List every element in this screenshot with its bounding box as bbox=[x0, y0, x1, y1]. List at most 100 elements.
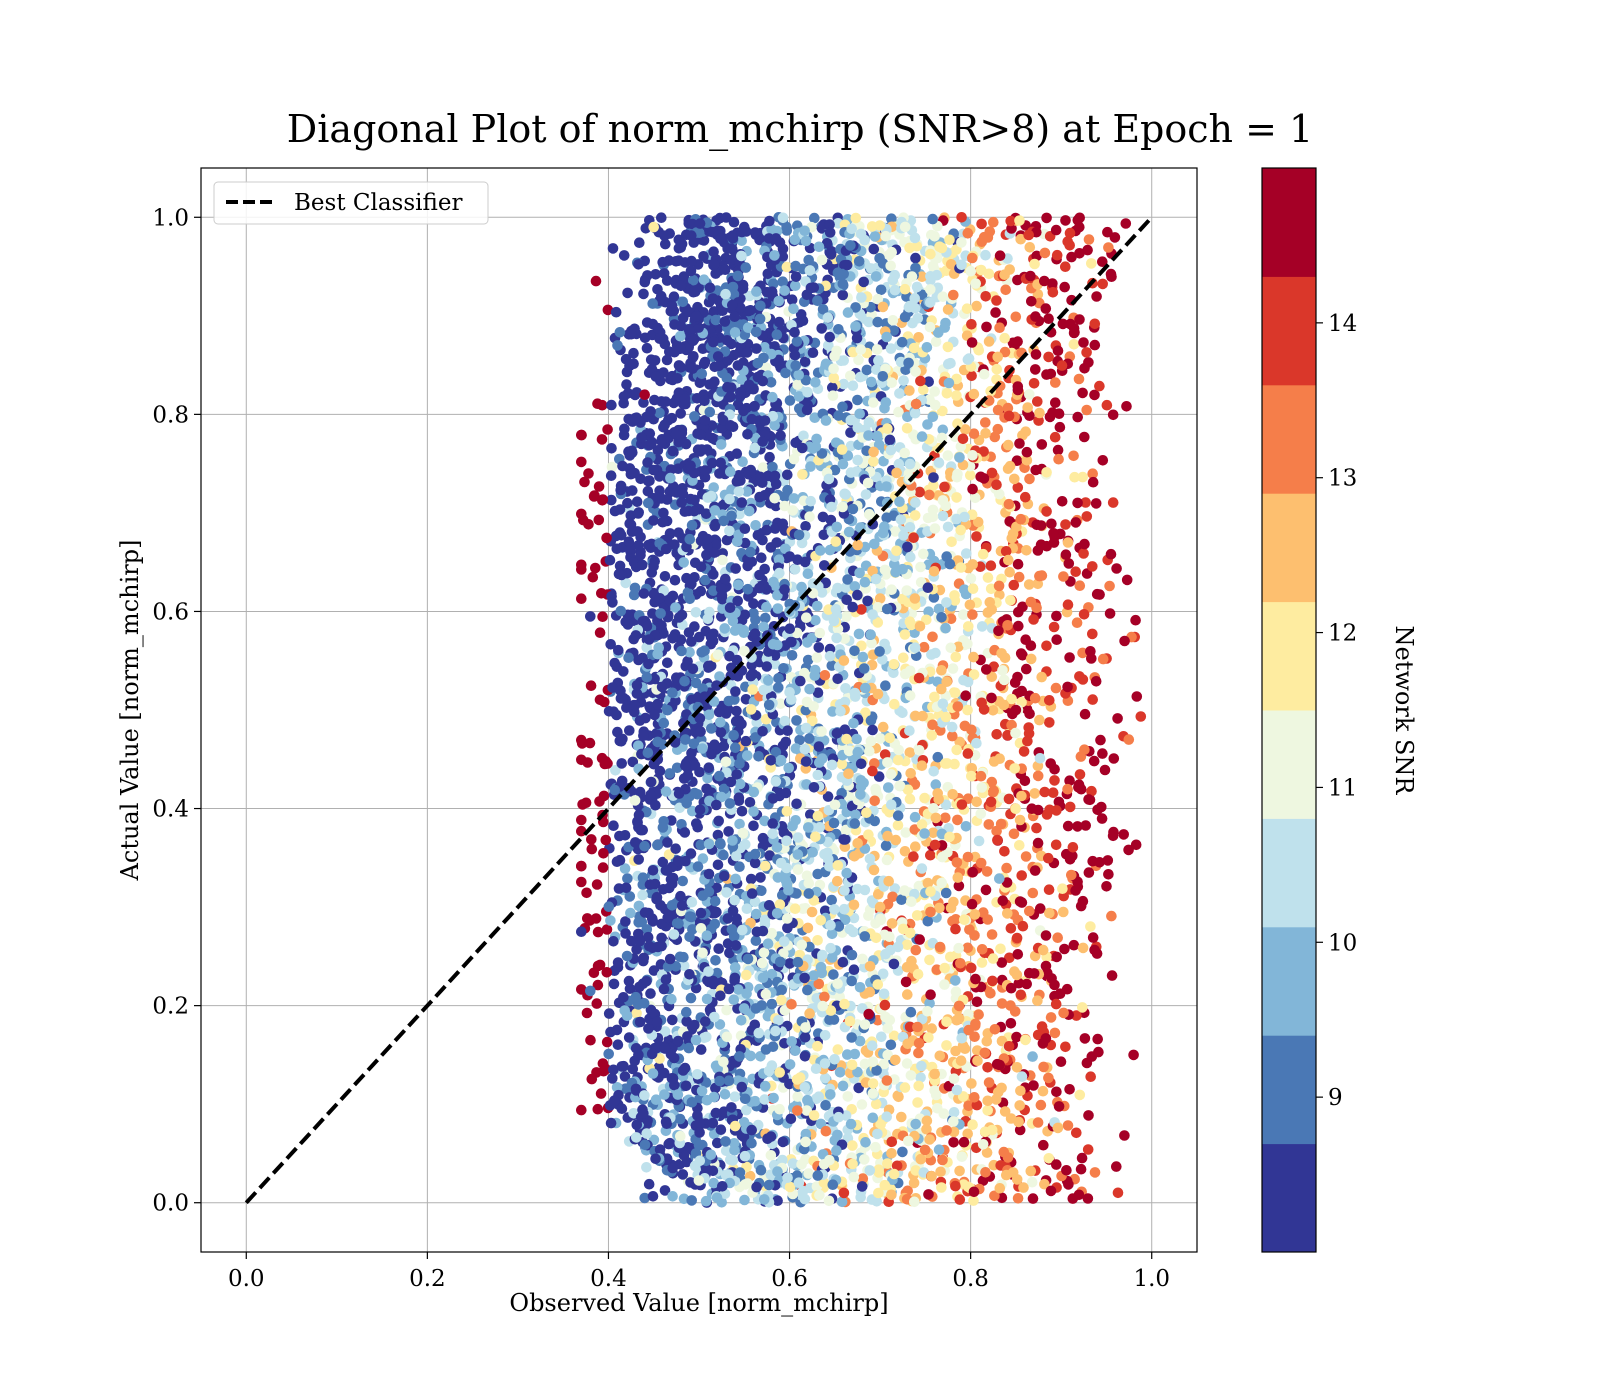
scatter-point bbox=[606, 461, 618, 473]
scatter-point bbox=[1024, 389, 1035, 400]
scatter-point bbox=[1036, 1021, 1048, 1032]
scatter-point bbox=[1097, 256, 1108, 268]
scatter-point bbox=[641, 1128, 652, 1139]
scatter-point bbox=[784, 1059, 796, 1070]
scatter-point bbox=[909, 510, 921, 521]
scatter-point bbox=[855, 1191, 866, 1203]
scatter-point bbox=[800, 521, 811, 532]
scatter-point bbox=[1083, 794, 1094, 805]
scatter-point bbox=[951, 744, 962, 756]
scatter-point bbox=[966, 763, 978, 774]
scatter-point bbox=[925, 297, 936, 308]
scatter-point bbox=[758, 947, 770, 958]
scatter-point bbox=[825, 1089, 836, 1100]
scatter-point bbox=[955, 562, 967, 573]
scatter-point bbox=[765, 377, 777, 388]
scatter-point bbox=[1015, 648, 1027, 659]
scatter-point bbox=[780, 787, 792, 799]
scatter-point bbox=[1049, 1027, 1061, 1039]
scatter-point bbox=[1020, 851, 1032, 862]
scatter-point bbox=[799, 667, 810, 679]
scatter-point bbox=[637, 824, 648, 836]
scatter-point bbox=[665, 464, 677, 475]
scatter-point bbox=[797, 469, 808, 480]
scatter-point bbox=[951, 390, 962, 401]
scatter-point bbox=[936, 683, 947, 695]
scatter-point bbox=[622, 497, 633, 509]
scatter-point bbox=[867, 1088, 879, 1099]
scatter-point bbox=[1021, 545, 1032, 556]
scatter-point bbox=[1012, 949, 1024, 960]
scatter-point bbox=[733, 792, 745, 803]
scatter-point bbox=[637, 872, 649, 883]
scatter-point bbox=[1015, 513, 1027, 525]
scatter-point bbox=[631, 387, 642, 398]
scatter-point bbox=[1012, 274, 1023, 286]
scatter-point bbox=[831, 632, 842, 644]
scatter-point bbox=[1101, 881, 1112, 892]
scatter-point bbox=[925, 849, 936, 861]
scatter-point bbox=[1051, 249, 1063, 261]
scatter-point bbox=[618, 992, 629, 1003]
scatter-point bbox=[840, 489, 851, 500]
scatter-point bbox=[810, 615, 821, 626]
scatter-point bbox=[1041, 212, 1052, 224]
scatter-point bbox=[710, 955, 721, 966]
scatter-point bbox=[1034, 714, 1045, 726]
scatter-point bbox=[666, 900, 678, 911]
scatter-point bbox=[757, 832, 769, 844]
scatter-point bbox=[780, 736, 792, 748]
scatter-point bbox=[597, 1058, 609, 1069]
scatter-point bbox=[1054, 988, 1066, 999]
scatter-point bbox=[780, 367, 791, 379]
scatter-point bbox=[871, 364, 882, 375]
scatter-point bbox=[968, 428, 980, 440]
scatter-point bbox=[704, 606, 715, 618]
scatter-point bbox=[730, 686, 741, 697]
scatter-point bbox=[1112, 713, 1123, 724]
scatter-point bbox=[862, 595, 873, 607]
scatter-point bbox=[769, 523, 781, 534]
chart-title: Diagonal Plot of norm_mchirp (SNR>8) at … bbox=[287, 107, 1313, 152]
scatter-point bbox=[1070, 517, 1082, 528]
scatter-point bbox=[720, 573, 731, 585]
scatter-point bbox=[792, 1091, 803, 1102]
scatter-point bbox=[826, 894, 837, 906]
scatter-point bbox=[888, 667, 899, 679]
scatter-point bbox=[1044, 411, 1056, 423]
scatter-point bbox=[853, 628, 865, 640]
scatter-point bbox=[652, 839, 663, 851]
scatter-point bbox=[910, 1165, 921, 1176]
scatter-point bbox=[902, 1038, 913, 1050]
scatter-point bbox=[720, 212, 732, 223]
scatter-point bbox=[981, 866, 993, 877]
scatter-point bbox=[789, 349, 801, 361]
scatter-point bbox=[730, 742, 741, 753]
scatter-point bbox=[678, 557, 689, 568]
scatter-point bbox=[707, 226, 719, 238]
scatter-point bbox=[757, 972, 769, 984]
scatter-point bbox=[660, 974, 672, 985]
scatter-point bbox=[1025, 596, 1037, 608]
scatter-point bbox=[749, 400, 760, 412]
scatter-point bbox=[880, 840, 892, 851]
scatter-point bbox=[936, 1182, 947, 1193]
scatter-point bbox=[739, 523, 751, 534]
scatter-point bbox=[576, 559, 587, 571]
scatter-point bbox=[837, 401, 848, 413]
scatter-point bbox=[739, 609, 751, 621]
scatter-point bbox=[867, 1056, 879, 1068]
scatter-point bbox=[670, 843, 681, 854]
scatter-point bbox=[799, 1193, 811, 1205]
scatter-point bbox=[749, 1019, 761, 1031]
scatter-point bbox=[633, 900, 645, 912]
scatter-point bbox=[694, 804, 706, 816]
scatter-point bbox=[1104, 580, 1115, 592]
scatter-point bbox=[643, 497, 654, 509]
scatter-point bbox=[864, 853, 876, 865]
scatter-point bbox=[1016, 790, 1027, 802]
scatter-point bbox=[645, 542, 657, 553]
scatter-point bbox=[850, 302, 861, 313]
scatter-point bbox=[882, 757, 893, 768]
scatter-point bbox=[657, 856, 669, 868]
